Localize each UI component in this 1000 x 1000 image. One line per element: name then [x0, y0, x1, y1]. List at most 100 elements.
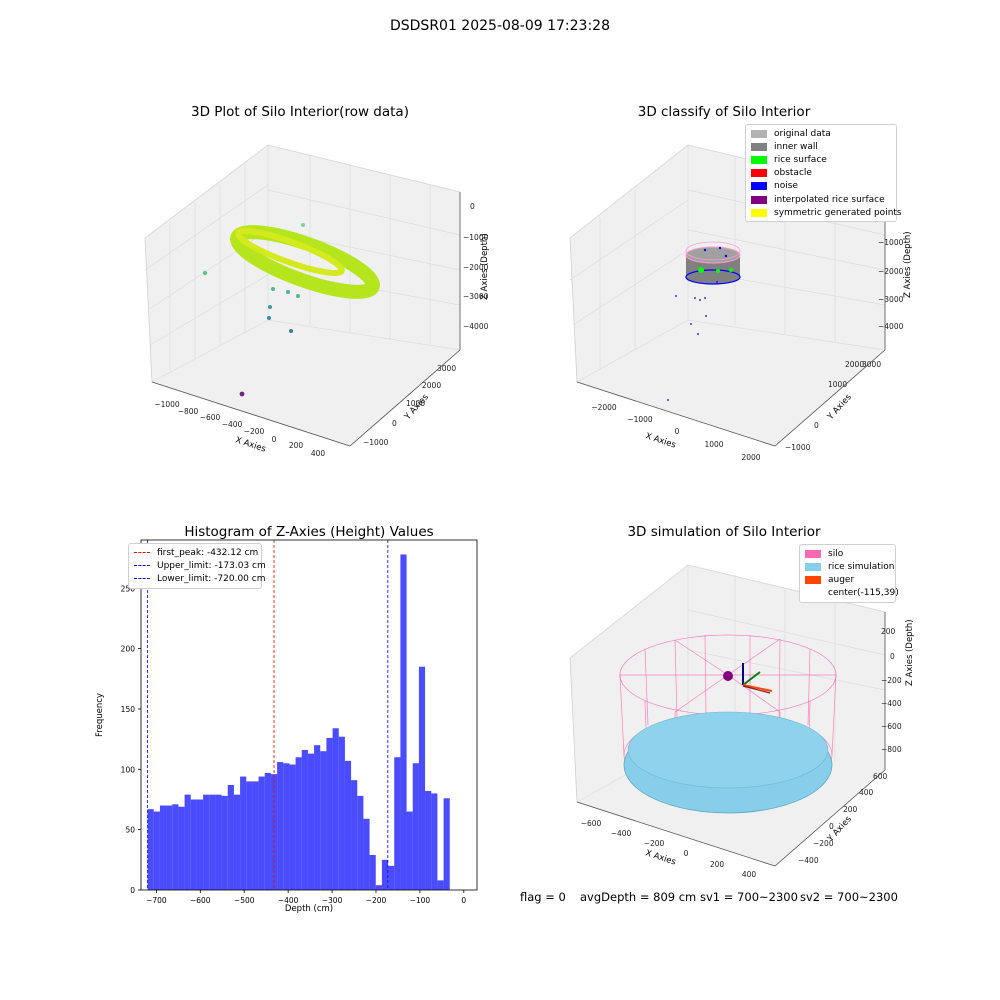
- histogram-x-tick: −500: [234, 896, 255, 905]
- legend-label: auger: [828, 574, 855, 585]
- raw-outlier-point: [267, 316, 271, 320]
- histogram-bar: [443, 798, 450, 890]
- histogram-bar: [295, 757, 302, 890]
- simulation-x-tick: 200: [710, 860, 725, 869]
- raw-outlier-point: [296, 294, 300, 298]
- histogram-x-tick: −200: [366, 896, 387, 905]
- simulation-x-label: X Axies: [644, 848, 677, 867]
- histogram-x-tick: −600: [190, 896, 211, 905]
- classify-x-ticks: −2000 −1000 0 1000 2000: [591, 403, 760, 460]
- auger-center-point: [723, 671, 733, 681]
- histogram-x-label: Depth (cm): [285, 904, 333, 914]
- classify-legend-item: noise: [746, 180, 896, 193]
- raw-outlier-point: [289, 329, 293, 333]
- raw-x-tick: −800: [178, 407, 199, 416]
- raw-y-tick: 3000: [437, 364, 456, 373]
- raw-z-tick: −2000: [463, 263, 489, 272]
- histogram-bar: [369, 855, 376, 890]
- histogram-bar: [338, 736, 345, 890]
- raw-3d-plot[interactable]: −1000 −800 −600 −400 −200 0 200 400 X Ax…: [130, 130, 500, 460]
- status-sv1: sv1 = 700~2300: [700, 890, 798, 904]
- raw-y-tick: 2000: [422, 381, 441, 390]
- raw-x-tick: −1000: [154, 400, 180, 409]
- raw-x-label: X Axies: [234, 435, 267, 454]
- classify-legend-item: rice surface: [746, 153, 896, 166]
- legend-label: rice surface: [774, 154, 827, 165]
- simulation-x-ticks: −600 −400 −200 0 200 400: [581, 819, 757, 879]
- raw-outlier-point: [301, 223, 305, 227]
- simulation-z-tick: −600: [881, 722, 902, 731]
- raw-outlier-point: [286, 290, 290, 294]
- status-avg-depth: avgDepth = 809 cm: [580, 890, 697, 904]
- legend-label: noise: [774, 181, 798, 192]
- histogram-bar: [252, 781, 259, 890]
- histogram-title: Histogram of Z-Axies (Height) Values: [184, 524, 434, 540]
- legend-line: [134, 552, 150, 554]
- classify-x-tick: 0: [675, 427, 680, 436]
- simulation-legend-item: rice simulation: [800, 560, 895, 573]
- histogram-y-tick: 150: [121, 705, 136, 714]
- histogram-bar: [425, 791, 432, 890]
- classify-legend: original data inner wall rice surface ob…: [745, 124, 902, 223]
- histogram-legend-item: first_peak: -432.12 cm: [129, 546, 261, 559]
- classify-x-tick: −2000: [591, 403, 617, 412]
- legend-line: [134, 578, 150, 580]
- histogram-chart[interactable]: −700 −600 −500 −400 −300 −200 −100 0 0 50 100 150 2…: [90, 535, 490, 920]
- legend-label: rice simulation: [828, 561, 895, 572]
- histogram-bar: [153, 811, 160, 890]
- raw-z-tick: −3000: [463, 292, 489, 301]
- histogram-bar: [400, 554, 407, 890]
- histogram-bar: [196, 799, 204, 890]
- raw-x-tick: 400: [311, 449, 326, 458]
- legend-label: silo: [828, 548, 844, 559]
- simulation-y-tick: −400: [798, 856, 819, 865]
- status-flag: flag = 0: [520, 890, 566, 904]
- classify-noise-point: [724, 254, 728, 258]
- histogram-bar: [209, 794, 216, 890]
- histogram-legend: first_peak: -432.12 cm Upper_limit: -173…: [128, 543, 266, 589]
- simulation-legend-item: auger: [800, 573, 895, 586]
- classify-x-tick: 1000: [704, 440, 723, 449]
- histogram-bar: [314, 745, 321, 890]
- histogram-bar: [203, 794, 210, 890]
- histogram-bar: [406, 811, 413, 890]
- simulation-z-label: Z Axies (Depth): [905, 619, 915, 686]
- histogram-bar: [264, 772, 271, 890]
- simulation-z-tick: 0: [890, 652, 895, 661]
- legend-label: original data: [774, 128, 831, 139]
- classify-plot-title: 3D classify of Silo Interior: [637, 104, 811, 120]
- histogram-bar: [351, 780, 358, 890]
- histogram-bar: [172, 804, 179, 890]
- classify-x-label: X Axies: [644, 431, 677, 450]
- histogram-bar: [227, 785, 234, 890]
- raw-point-cloud: [202, 223, 380, 397]
- legend-swatch: [751, 169, 767, 178]
- simulation-rice-surface: [623, 711, 833, 814]
- histogram-legend-item: Upper_limit: -173.03 cm: [129, 559, 266, 572]
- histogram-bar: [301, 750, 308, 890]
- histogram-bar: [388, 865, 395, 890]
- histogram-x-tick: −100: [410, 896, 431, 905]
- classify-noise-scatter: [667, 281, 718, 401]
- simulation-y-ticks: 600 400 200 0 −200 −400: [798, 772, 888, 865]
- classify-noise-point: [718, 246, 722, 250]
- classify-inner-wall-bottom: [686, 270, 740, 284]
- simulation-y-tick: 400: [859, 788, 874, 797]
- histogram-legend-item: Lower_limit: -720.00 cm: [129, 572, 265, 585]
- simulation-z-ticks: 200 0 −200 −400 −600 −800: [881, 627, 902, 754]
- simulation-auger-center: [723, 663, 773, 694]
- simulation-legend-item: silo: [800, 547, 895, 560]
- histogram-y-tick: 100: [121, 765, 136, 774]
- classify-legend-item: original data: [746, 127, 896, 140]
- legend-label: inner wall: [774, 141, 818, 152]
- histogram-bar: [159, 805, 167, 890]
- simulation-3d-plot[interactable]: −600 −400 −200 0 200 400 X Axies 600 400…: [555, 550, 925, 880]
- histogram-bar: [307, 753, 315, 890]
- legend-swatch: [805, 562, 821, 571]
- raw-y-tick: 1000: [406, 399, 425, 408]
- histogram-bar: [412, 763, 419, 890]
- histogram-x-tick: −700: [146, 896, 167, 905]
- legend-swatch: [751, 142, 767, 151]
- classify-y-tick: 3000: [862, 360, 881, 369]
- histogram-bar: [184, 794, 191, 890]
